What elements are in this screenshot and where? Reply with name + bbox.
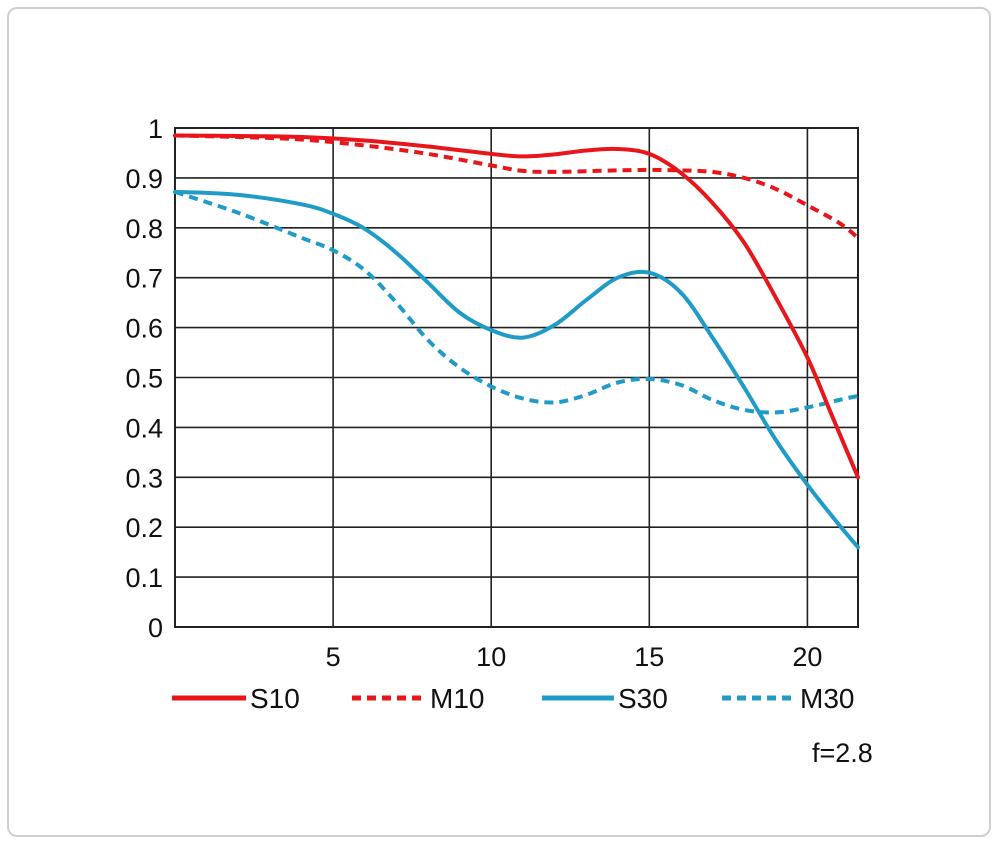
y-tick-label: 0.1 (125, 563, 163, 593)
x-tick-label: 5 (326, 642, 341, 672)
y-tick-label: 0 (148, 613, 163, 643)
y-tick-label: 0.8 (125, 214, 163, 244)
series-line-m30 (174, 190, 859, 415)
y-tick-label: 0.6 (125, 314, 163, 344)
y-tick-label: 0.3 (125, 463, 163, 493)
chart-grid (174, 127, 859, 628)
chart-series (173, 133, 860, 550)
y-tick-label: 1 (148, 114, 163, 144)
x-tick-label: 20 (792, 642, 822, 672)
chart-frame (7, 7, 991, 837)
series-line-s30 (173, 189, 860, 550)
legend-label-s30: S30 (618, 683, 668, 714)
y-tick-label: 0.2 (125, 513, 163, 543)
series-line-m10 (174, 133, 860, 240)
legend-label-m10: M10 (430, 683, 484, 714)
aperture-annotation: f=2.8 (812, 738, 873, 768)
y-tick-label: 0.4 (125, 413, 163, 443)
legend-label-s10: S10 (250, 683, 300, 714)
chart-legend: S10 M10 S30 M30 (172, 683, 854, 714)
x-axis-ticks: 5 10 15 20 (326, 642, 823, 672)
y-tick-label: 0.7 (125, 264, 163, 294)
x-tick-label: 10 (476, 642, 506, 672)
y-axis-ticks: 0 0.1 0.2 0.3 0.4 0.5 0.6 0.7 0.8 0.9 1 (125, 114, 163, 643)
legend-label-m30: M30 (800, 683, 854, 714)
y-tick-label: 0.9 (125, 164, 163, 194)
series-line-s10 (173, 133, 860, 480)
y-tick-label: 0.5 (125, 364, 163, 394)
x-tick-label: 15 (634, 642, 664, 672)
